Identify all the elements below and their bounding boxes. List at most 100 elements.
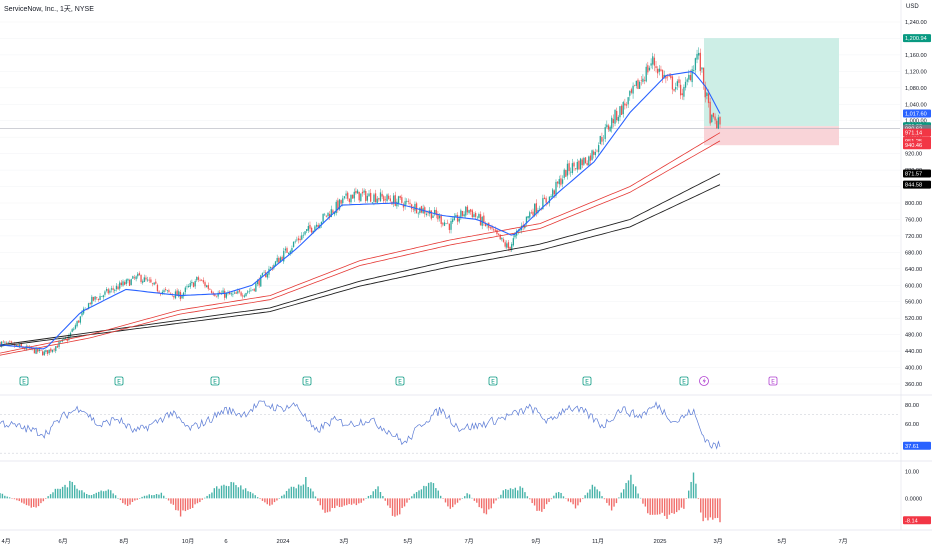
macd-bar: [141, 496, 143, 499]
candle: [306, 229, 308, 232]
candle: [217, 292, 219, 297]
price-tick: 1,000.00: [905, 119, 927, 125]
macd-bar: [305, 477, 307, 499]
upcoming-earnings-letter: E: [771, 379, 775, 386]
candle: [153, 282, 155, 285]
candle: [458, 218, 460, 222]
macd-bar: [461, 498, 464, 499]
long-position-tool[interactable]: [704, 38, 839, 146]
macd-bar: [700, 498, 702, 513]
candle: [243, 295, 246, 297]
candle: [161, 291, 164, 294]
macd-bar: [218, 488, 220, 499]
candle: [653, 57, 656, 66]
candle: [602, 139, 605, 141]
earnings-marker[interactable]: [210, 376, 220, 386]
earnings-marker[interactable]: [582, 376, 592, 386]
macd-bar: [114, 495, 117, 499]
candle: [527, 216, 529, 218]
earnings-marker-letter: E: [491, 379, 495, 386]
macd-bar: [649, 498, 651, 515]
candle: [371, 202, 373, 203]
candle: [607, 125, 610, 130]
upcoming-earnings-marker[interactable]: [768, 376, 778, 386]
candle: [320, 221, 323, 225]
candle: [504, 242, 506, 247]
candle: [701, 67, 703, 70]
candle: [617, 116, 619, 122]
macd-bar: [570, 498, 572, 503]
macd-bar: [331, 498, 334, 508]
price-axis[interactable]: 1,240.001,200.001,160.001,120.001,080.00…: [905, 20, 927, 502]
candle: [138, 273, 141, 276]
time-tick: 6: [224, 539, 227, 545]
candle: [438, 215, 441, 219]
candle: [251, 289, 254, 291]
candle: [225, 292, 227, 298]
candle: [606, 124, 608, 128]
target-zone[interactable]: [704, 38, 839, 127]
candle: [532, 211, 534, 216]
time-tick: 3月: [339, 538, 348, 545]
earnings-marker[interactable]: [395, 376, 405, 386]
macd-bar: [538, 498, 541, 511]
earnings-marker[interactable]: [19, 376, 29, 386]
candle: [347, 192, 349, 199]
earnings-marker-letter: E: [682, 379, 686, 386]
macd-pane[interactable]: [0, 472, 721, 523]
macd-bar: [687, 490, 690, 499]
candle: [266, 273, 268, 278]
macd-bar: [179, 498, 182, 517]
macd-bar: [683, 498, 685, 509]
candle: [343, 196, 346, 199]
macd-bar: [242, 489, 244, 499]
candle: [407, 200, 410, 202]
macd-bar: [591, 484, 594, 499]
candle: [698, 52, 700, 56]
candle: [115, 285, 118, 290]
stop-zone[interactable]: [704, 126, 839, 146]
moving-averages: [0, 71, 721, 356]
macd-bar: [1, 493, 4, 499]
earnings-marker[interactable]: [488, 376, 498, 386]
macd-bar: [382, 496, 384, 499]
candle: [314, 226, 316, 232]
candle: [501, 237, 503, 240]
candle: [570, 171, 572, 173]
candle: [296, 239, 298, 241]
macd-bar: [240, 485, 242, 499]
rsi-pane[interactable]: [0, 400, 900, 454]
candle: [678, 79, 680, 83]
earnings-marker[interactable]: [302, 376, 312, 386]
macd-bar: [295, 488, 297, 499]
macd-bar: [514, 487, 517, 499]
candle: [204, 282, 206, 287]
macd-bar: [285, 490, 288, 499]
candle: [552, 189, 554, 197]
candle: [312, 230, 314, 233]
candle: [178, 291, 180, 297]
candle: [160, 293, 162, 295]
earnings-marker[interactable]: [679, 376, 689, 386]
macd-bar: [420, 489, 423, 499]
candle: [279, 257, 282, 263]
macd-bar: [216, 486, 218, 499]
macd-bar: [478, 498, 480, 508]
symbol-title[interactable]: ServiceNow, Inc., 1天, NYSE: [4, 6, 94, 13]
macd-bar: [117, 498, 119, 499]
candle: [66, 338, 68, 341]
candle: [604, 127, 606, 139]
macd-bar: [442, 498, 444, 499]
macd-bar: [95, 492, 98, 499]
candle: [586, 163, 588, 166]
candle: [381, 193, 383, 197]
earnings-marker[interactable]: [114, 376, 124, 386]
macd-bar: [33, 498, 35, 508]
candle: [102, 295, 104, 298]
candle: [104, 291, 106, 295]
candle: [652, 56, 654, 65]
candle: [589, 155, 592, 161]
time-axis[interactable]: 4月 6月 8月 10月 6 2024 3月 5月 7月 9月 11月 2025 3月 5月 7月: [1, 538, 847, 545]
